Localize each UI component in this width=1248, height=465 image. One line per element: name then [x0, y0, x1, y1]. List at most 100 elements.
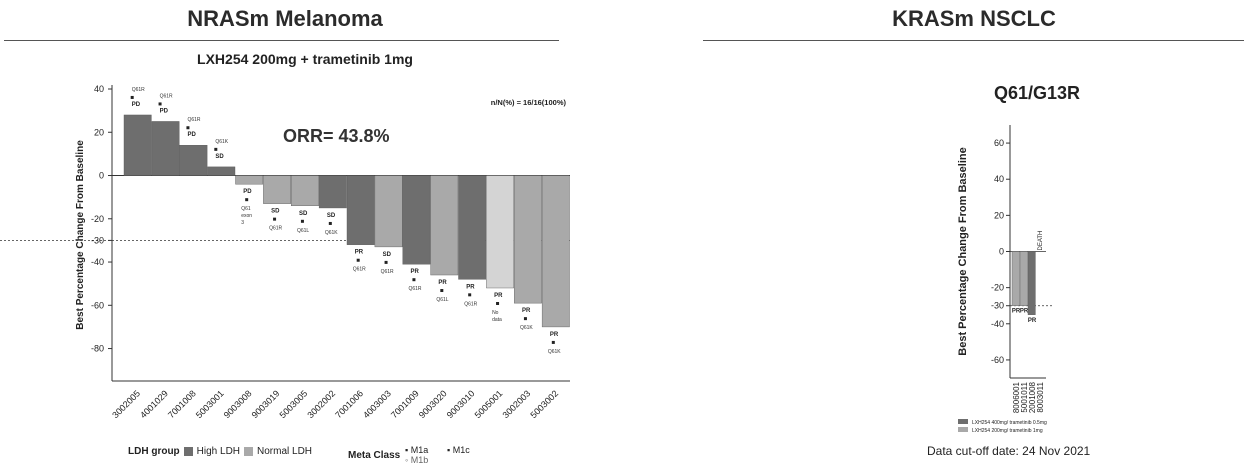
mutation-label: Q61R — [408, 286, 421, 292]
meta-marker — [496, 301, 500, 305]
meta-marker — [158, 102, 162, 106]
waterfall-bar — [179, 145, 208, 176]
x-tick-label: 5001011 — [1020, 381, 1029, 412]
meta-marker — [130, 95, 134, 99]
response-label: PR — [550, 332, 559, 338]
y-tick-label: 40 — [94, 84, 104, 94]
meta-legend-m1c: ▪ M1c — [447, 445, 470, 455]
nn-annotation: n/N(%) = 16/16(100%) — [491, 98, 567, 107]
y-tick-label: -80 — [91, 344, 104, 354]
waterfall-bar — [1019, 251, 1028, 306]
waterfall-bar — [541, 175, 570, 328]
normal-ldh-swatch — [244, 447, 254, 456]
mutation-label: Q61K — [325, 230, 338, 236]
orr-annotation: ORR= 43.8% — [283, 126, 390, 146]
y-tick-label: 20 — [94, 127, 104, 137]
response-label: PR — [438, 280, 447, 286]
y-axis-label: Best Percentage Change From Baseline — [75, 140, 86, 330]
waterfall-bar — [430, 175, 459, 276]
meta-marker — [384, 260, 388, 264]
response-label: SD — [383, 252, 392, 258]
dose-light-swatch — [958, 427, 968, 432]
response-label: SD — [299, 211, 308, 217]
meta-marker — [186, 126, 190, 130]
x-tick-label: 5003005 — [277, 388, 309, 420]
x-tick-label: 8003011 — [1036, 381, 1045, 412]
normal-ldh-label: Normal LDH — [257, 446, 313, 457]
y-tick-label: -40 — [991, 319, 1004, 329]
response-label: PR — [1020, 309, 1029, 315]
waterfall-bar — [458, 175, 487, 280]
waterfall-bar — [291, 175, 319, 207]
cutoff-date: Data cut-off date: 24 Nov 2021 — [927, 444, 1091, 458]
response-label: PR — [522, 308, 531, 314]
response-label: PD — [187, 132, 196, 138]
mutation-label: Q61R — [381, 269, 394, 275]
mutation-label: Q61L — [436, 297, 448, 303]
mutation-label: Q61K — [215, 139, 228, 145]
dose-legend: LXH254 400mg/ trametinib 0.5mg LXH254 20… — [958, 419, 1047, 435]
x-tick-label: 9003008 — [222, 388, 254, 420]
x-tick-label: 7001009 — [389, 388, 421, 420]
y-tick-label: -60 — [991, 355, 1004, 365]
ldh-legend: LDH group High LDH Normal LDH — [128, 446, 312, 457]
m1b-label: M1b — [410, 455, 429, 465]
meta-marker — [412, 278, 416, 282]
y-tick-label: -30 — [91, 235, 104, 245]
y-tick-label: -20 — [91, 214, 104, 224]
dose-dark-label: LXH254 400mg/ trametinib 0.5mg — [972, 420, 1047, 426]
y-tick-label: 20 — [994, 210, 1004, 220]
mutation-label: Q61R — [269, 226, 282, 232]
x-tick-label: 5005001 — [473, 388, 505, 420]
waterfall-bar — [235, 175, 264, 185]
m1a-label: M1a — [410, 445, 429, 455]
right-chart-title: Q61/G13R — [994, 83, 1080, 103]
mutation-label: data — [492, 317, 502, 323]
response-label: PD — [243, 189, 252, 195]
response-label: PR — [355, 250, 364, 256]
mutation-label: Q61R — [160, 93, 173, 99]
waterfall-bar — [151, 121, 180, 176]
response-label: PR — [410, 269, 419, 275]
mutation-label: Q61L — [297, 228, 309, 234]
x-tick-label: 8006001 — [1012, 381, 1021, 413]
dose-legend-dark-row: LXH254 400mg/ trametinib 0.5mg — [958, 419, 1047, 427]
response-label: PR — [466, 284, 475, 290]
right-waterfall-chart: Q61/G13R 60 40 20 0 -20 -30 -40 -60 Best Percenta… — [957, 83, 1080, 413]
waterfall-bar — [318, 175, 347, 209]
y-tick-label: 0 — [99, 171, 104, 181]
waterfall-bar — [346, 175, 375, 245]
mutation-label: Q61R — [132, 87, 145, 93]
meta-marker — [440, 289, 444, 293]
waterfall-bar — [514, 175, 542, 304]
response-label: PR — [494, 293, 503, 299]
mutation-label: Q61R — [187, 117, 200, 123]
waterfall-bar — [486, 175, 514, 289]
x-tick-label: 3002003 — [500, 388, 532, 420]
mutation-label: Q61K — [520, 325, 533, 331]
waterfall-bar — [402, 175, 431, 265]
meta-marker — [551, 340, 555, 344]
waterfall-bar — [207, 166, 236, 176]
x-tick-label: 7001006 — [333, 388, 365, 420]
left-heading-rule — [4, 40, 559, 41]
x-tick-label: 4003003 — [361, 388, 393, 420]
x-tick-label: 7001008 — [166, 388, 198, 420]
mutation-label: Q61K — [548, 349, 561, 355]
waterfall-bar — [263, 175, 291, 204]
right-heading: KRASm NSCLC — [892, 6, 1056, 31]
x-tick-label: 9003019 — [250, 388, 282, 420]
waterfall-bar — [374, 175, 403, 248]
response-label: PD — [132, 102, 141, 108]
left-waterfall-chart: 40 20 0 -20 -30 -40 -60 -80 Best Percentage Chan… — [0, 84, 570, 420]
x-tick-label: 9003020 — [417, 388, 449, 420]
meta-legend-title: Meta Class — [348, 450, 401, 461]
high-ldh-label: High LDH — [196, 446, 241, 457]
mutation-label: 3 — [241, 220, 244, 226]
meta-marker — [328, 221, 332, 225]
y-tick-label: -40 — [91, 257, 104, 267]
mutation-label: Q61 — [241, 206, 251, 212]
dose-light-label: LXH254 200mg/ trametinib 1mg — [972, 428, 1043, 434]
response-label: SD — [215, 154, 224, 160]
waterfall-bar — [123, 114, 152, 176]
